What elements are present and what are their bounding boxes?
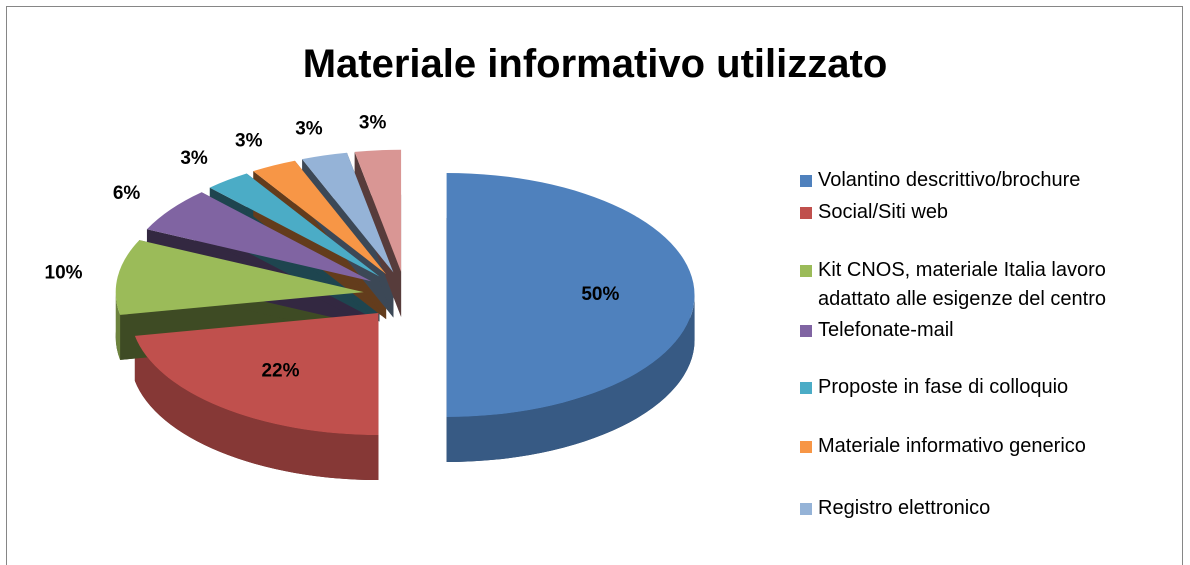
legend-swatch bbox=[800, 441, 812, 453]
legend-item: Social/Siti web bbox=[800, 198, 1170, 227]
slice bbox=[253, 160, 387, 275]
legend-label: Social/Siti web bbox=[818, 201, 949, 223]
slice-wall bbox=[115, 292, 121, 360]
chart-frame bbox=[6, 6, 1183, 565]
data-label: 3% bbox=[235, 131, 263, 152]
pie-tops bbox=[115, 149, 695, 436]
slice bbox=[302, 152, 394, 273]
chart-title: Materiale informativo utilizzato bbox=[302, 42, 888, 86]
legend-item: Proposte in fase di colloquio bbox=[800, 373, 1170, 402]
legend-swatch bbox=[800, 503, 812, 515]
legend-label: Proposte in fase di colloquio bbox=[818, 376, 1069, 398]
data-label: 3% bbox=[359, 113, 387, 134]
legend-item: Volantino descrittivo/brochure bbox=[800, 166, 1170, 195]
slice bbox=[115, 240, 364, 315]
legend-swatch bbox=[800, 265, 812, 277]
slice-wall bbox=[134, 335, 379, 481]
data-label: 50% bbox=[581, 284, 619, 305]
legend-item: Materiale informativo generico bbox=[800, 432, 1170, 461]
legend-item: Registro elettronico bbox=[800, 494, 1170, 523]
legend-item: Telefonate-mail bbox=[800, 316, 1170, 345]
data-label: 3% bbox=[295, 119, 323, 140]
data-label: 3% bbox=[180, 148, 208, 169]
legend-label: Registro elettronico bbox=[818, 497, 991, 519]
slice bbox=[209, 173, 380, 277]
slice-wall bbox=[446, 295, 695, 462]
slice bbox=[134, 313, 379, 436]
slice bbox=[446, 173, 695, 417]
data-label: 10% bbox=[45, 262, 83, 283]
legend-label: Kit CNOS, materiale Italia lavoro adatta… bbox=[818, 259, 1106, 310]
legend-item: Kit CNOS, materiale Italia lavoro adatta… bbox=[800, 256, 1170, 314]
legend-label: Materiale informativo generico bbox=[818, 435, 1086, 457]
legend-swatch bbox=[800, 175, 812, 187]
data-label: 6% bbox=[113, 183, 141, 204]
legend-label: Telefonate-mail bbox=[818, 319, 954, 341]
data-label: 22% bbox=[261, 360, 299, 381]
legend-swatch bbox=[800, 382, 812, 394]
legend-swatch bbox=[800, 325, 812, 337]
slice bbox=[354, 149, 402, 272]
legend-label: Volantino descrittivo/brochure bbox=[818, 169, 1081, 191]
legend-swatch bbox=[800, 207, 812, 219]
slice bbox=[146, 192, 372, 282]
